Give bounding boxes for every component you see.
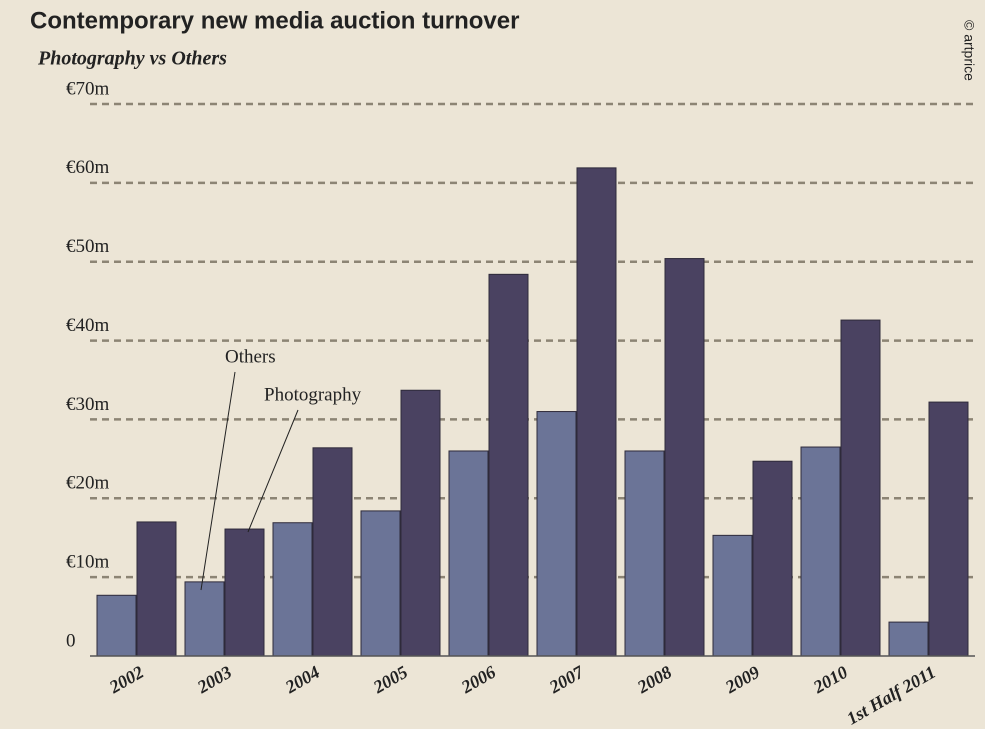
y-tick-label: €70m xyxy=(66,78,110,99)
bar xyxy=(888,621,929,657)
y-tick-label: €40m xyxy=(66,315,110,336)
bar xyxy=(488,273,529,657)
bar xyxy=(448,450,489,657)
bar xyxy=(400,389,441,657)
bar xyxy=(928,401,969,657)
bar xyxy=(536,411,577,657)
y-tick-label: €50m xyxy=(66,236,110,257)
bar xyxy=(712,534,753,657)
y-tick-label: €60m xyxy=(66,157,110,178)
y-tick-label: 0 xyxy=(66,630,76,651)
credit: © artprice xyxy=(961,20,977,81)
bar xyxy=(184,581,225,657)
bar xyxy=(840,319,881,657)
bar xyxy=(360,510,401,657)
chart-title: Contemporary new media auction turnover xyxy=(30,7,519,34)
bar xyxy=(800,446,841,657)
subtitle: Photography vs Others xyxy=(37,48,227,70)
annotation-line xyxy=(247,409,299,533)
bar xyxy=(272,522,313,657)
legend-label: Photography xyxy=(264,384,362,405)
y-tick-label: €30m xyxy=(66,394,110,415)
bar xyxy=(576,167,617,657)
y-tick-label: €10m xyxy=(66,552,110,573)
bar xyxy=(752,460,793,657)
annotation-line xyxy=(200,371,236,591)
bar xyxy=(312,447,353,657)
bar xyxy=(96,594,137,657)
bar xyxy=(664,258,705,657)
legend-label: Others xyxy=(225,346,276,367)
bar xyxy=(136,521,177,657)
bar xyxy=(224,528,265,657)
bar xyxy=(624,450,665,657)
y-tick-label: €20m xyxy=(66,473,110,494)
